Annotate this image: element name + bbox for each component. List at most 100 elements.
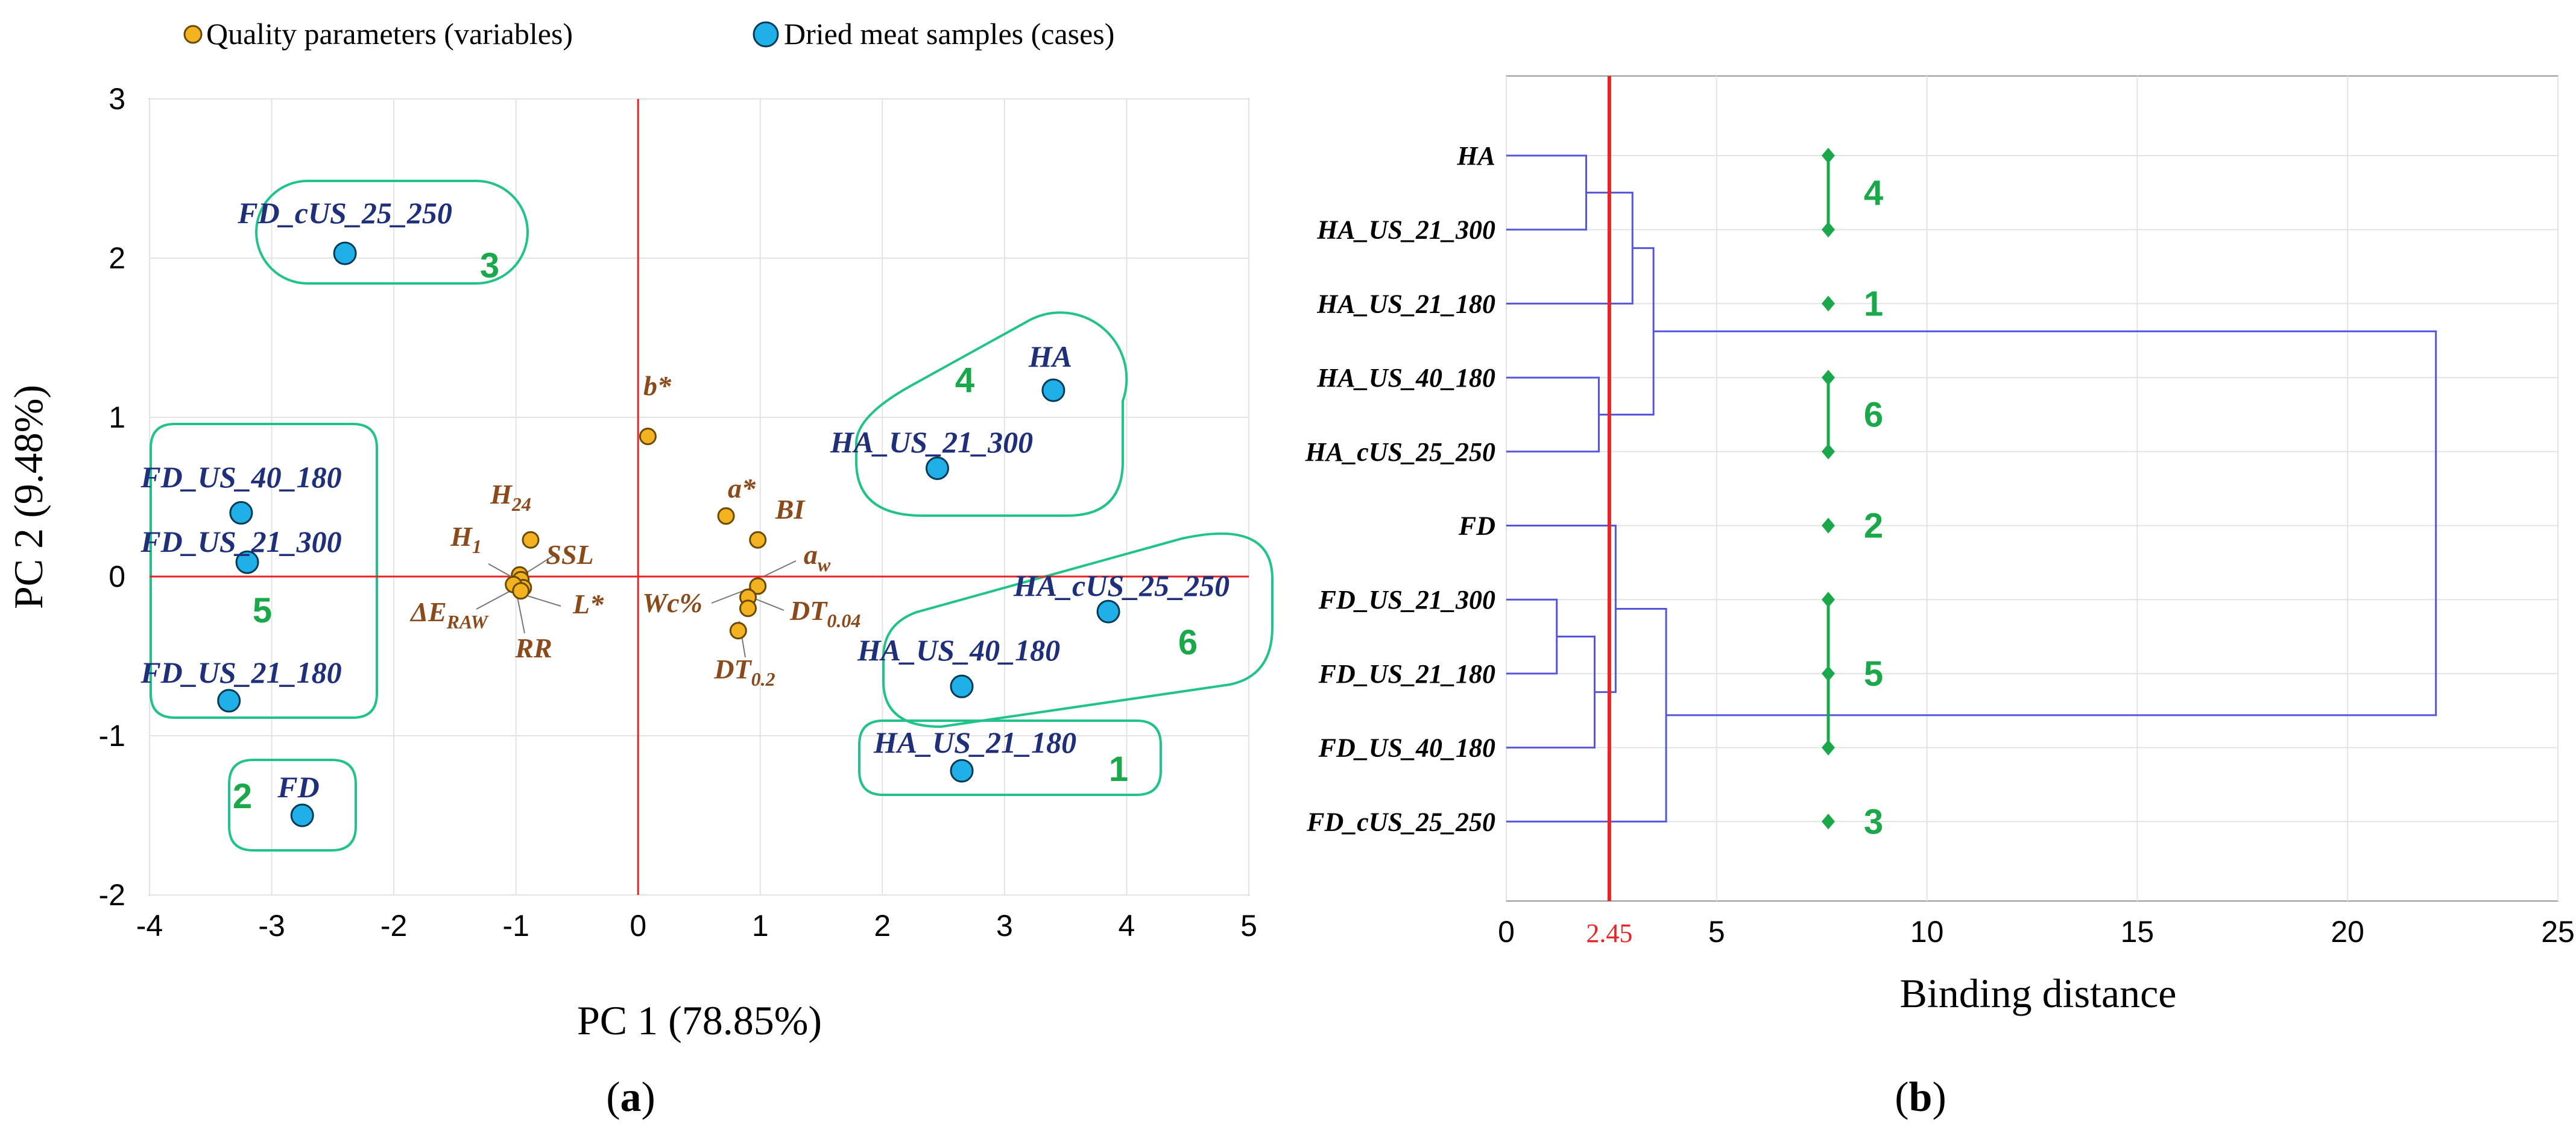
variable-label-ΔERAW: ΔERAW bbox=[409, 596, 489, 633]
case-label-FD_US_40_180: FD_US_40_180 bbox=[140, 460, 341, 494]
case-label-HA_US_21_300: HA_US_21_300 bbox=[830, 425, 1033, 459]
case-point-HA bbox=[1041, 378, 1065, 402]
dendrogram-x-tick: 0 bbox=[1498, 915, 1515, 949]
legend-case-marker bbox=[753, 21, 779, 48]
case-label-HA_cUS_25_250: HA_cUS_25_250 bbox=[1013, 569, 1230, 602]
pca-reference-lines bbox=[150, 99, 1249, 895]
dendrogram-link-2 bbox=[1506, 376, 1600, 453]
group-6-enclosure bbox=[882, 532, 1274, 729]
pca-x-tick: 0 bbox=[630, 909, 646, 943]
variable-label-BI: BI bbox=[775, 494, 806, 525]
cluster-2-marker bbox=[1822, 517, 1835, 534]
cluster-4-marker bbox=[1822, 221, 1835, 238]
case-point-FD_US_40_180 bbox=[229, 501, 253, 525]
pca-x-tick: 1 bbox=[752, 909, 769, 943]
variable-label-Wc%: Wc% bbox=[642, 587, 702, 618]
group-4-number: 4 bbox=[955, 361, 974, 400]
leader-line-aw bbox=[764, 560, 797, 577]
case-point-FD_cUS_25_250 bbox=[333, 241, 357, 265]
leaf-label-HA_US_21_180: HA_US_21_180 bbox=[1316, 289, 1495, 318]
caption-b-letter: b bbox=[1909, 1074, 1933, 1121]
case-point-FD_US_21_300 bbox=[235, 550, 259, 574]
dendrogram-x-tick: 20 bbox=[2331, 915, 2364, 949]
leaf-label-FD: FD bbox=[1458, 511, 1495, 541]
group-3-enclosure bbox=[255, 180, 529, 285]
leaf-label-FD_US_40_180: FD_US_40_180 bbox=[1318, 733, 1495, 763]
pca-x-tick: -1 bbox=[502, 909, 529, 943]
pca-plot-frame bbox=[149, 98, 1249, 896]
leaf-label-FD_US_21_300: FD_US_21_300 bbox=[1318, 585, 1495, 615]
case-label-HA_US_40_180: HA_US_40_180 bbox=[857, 633, 1060, 667]
dendrogram-x-tick: 5 bbox=[1708, 915, 1725, 949]
dendrogram-x-tick: 25 bbox=[2541, 915, 2575, 949]
pca-y-tick: 1 bbox=[109, 400, 125, 434]
pca-ticks: -4 -3 -2 -1 0 1 2 3 4 5 -2 -1 0 1 2 3 bbox=[99, 82, 1257, 943]
case-label-FD: FD bbox=[277, 770, 319, 804]
dendrogram-link-0 bbox=[1506, 154, 1588, 231]
group-5-enclosure bbox=[150, 423, 378, 719]
cluster-1-marker bbox=[1822, 296, 1835, 312]
pca-group-boxes: 3 4 5 6 1 2 bbox=[150, 180, 1274, 852]
group-4-enclosure bbox=[855, 311, 1128, 517]
pca-y-tick: -2 bbox=[99, 878, 125, 912]
case-label-FD_cUS_25_250: FD_cUS_25_250 bbox=[237, 196, 452, 230]
dendrogram-plot-frame bbox=[1506, 75, 2559, 902]
dendrogram-grid bbox=[1506, 76, 2559, 901]
case-label-HA: HA bbox=[1028, 340, 1072, 373]
variable-label-H24: H24 bbox=[490, 479, 531, 515]
leaf-label-HA_US_21_300: HA_US_21_300 bbox=[1316, 215, 1495, 245]
legend: Quality parameters (variables) Dried mea… bbox=[183, 17, 1114, 51]
pca-x-tick: -4 bbox=[136, 909, 163, 943]
variable-label-aw: aw bbox=[804, 539, 831, 575]
group-2-number: 2 bbox=[233, 777, 252, 816]
variable-point-b* bbox=[639, 428, 657, 446]
leader-line-L* bbox=[521, 593, 561, 607]
variable-point-DT0.04 bbox=[739, 599, 757, 618]
variable-point-H24 bbox=[522, 531, 540, 549]
cluster-4-marker bbox=[1822, 148, 1835, 163]
leader-line-ΔERAW bbox=[476, 589, 513, 610]
group-2-enclosure bbox=[228, 759, 357, 852]
caption-a-letter: a bbox=[620, 1074, 642, 1121]
variable-label-SSL: SSL bbox=[546, 539, 593, 570]
cluster-5-marker bbox=[1822, 665, 1835, 681]
cut-line-value: 2.45 bbox=[1586, 918, 1632, 948]
pca-y-tick: -1 bbox=[99, 719, 125, 753]
dendrogram-leaf-labels: HA HA_US_21_300 HA_US_21_180 HA_US_40_180 HA… bbox=[1305, 141, 1495, 836]
caption-a-close: ) bbox=[642, 1074, 655, 1121]
leaf-label-HA_US_40_180: HA_US_40_180 bbox=[1316, 363, 1495, 393]
pca-x-tick: -3 bbox=[258, 909, 285, 943]
legend-variables-label: Quality parameters (variables) bbox=[206, 17, 573, 51]
legend-cases-label: Dried meat samples (cases) bbox=[784, 17, 1114, 51]
group-5-number: 5 bbox=[253, 591, 272, 630]
group-1-enclosure bbox=[858, 719, 1162, 796]
caption-b-close: ) bbox=[1932, 1074, 1946, 1121]
pca-x-tick: 4 bbox=[1119, 909, 1135, 943]
cluster-5-marker bbox=[1822, 739, 1835, 756]
cluster-markers: 4 1 6 2 5 3 bbox=[1822, 148, 1883, 841]
cluster-3-marker bbox=[1822, 814, 1835, 830]
group-3-number: 3 bbox=[480, 246, 499, 285]
caption-b-open: ( bbox=[1895, 1074, 1908, 1121]
leaf-label-HA: HA bbox=[1456, 141, 1495, 171]
variable-label-RR: RR bbox=[514, 633, 552, 663]
leader-line-RR bbox=[517, 596, 525, 634]
cluster-2-number: 2 bbox=[1864, 507, 1883, 546]
leaf-label-FD_cUS_25_250: FD_cUS_25_250 bbox=[1306, 807, 1495, 836]
pca-x-tick: -2 bbox=[380, 909, 407, 943]
variable-label-DT0.04: DT0.04 bbox=[789, 595, 860, 631]
cut-line: 2.45 bbox=[1586, 76, 1632, 948]
legend-variable-marker bbox=[183, 25, 203, 44]
variable-label-a*: a* bbox=[728, 473, 756, 504]
variable-point-BI bbox=[749, 531, 767, 549]
variable-label-H1: H1 bbox=[450, 521, 482, 557]
cluster-6-number: 6 bbox=[1864, 395, 1883, 434]
pca-x-axis-title: PC 1 (78.85%) bbox=[577, 997, 822, 1043]
variable-point-a* bbox=[717, 507, 735, 525]
variable-point-DT0.2 bbox=[729, 622, 747, 640]
pca-biplot: -4 -3 -2 -1 0 1 2 3 4 5 -2 -1 0 1 2 3 3 4 5 6 1 2 FD_cUS_25_… bbox=[5, 82, 1274, 1121]
case-point-HA_cUS_25_250 bbox=[1096, 599, 1120, 624]
case-point-FD bbox=[290, 803, 314, 827]
dendrogram: 5 10 15 20 250 HAHA_US_21_300HA_US_21_180HA_… bbox=[1305, 75, 2575, 1121]
